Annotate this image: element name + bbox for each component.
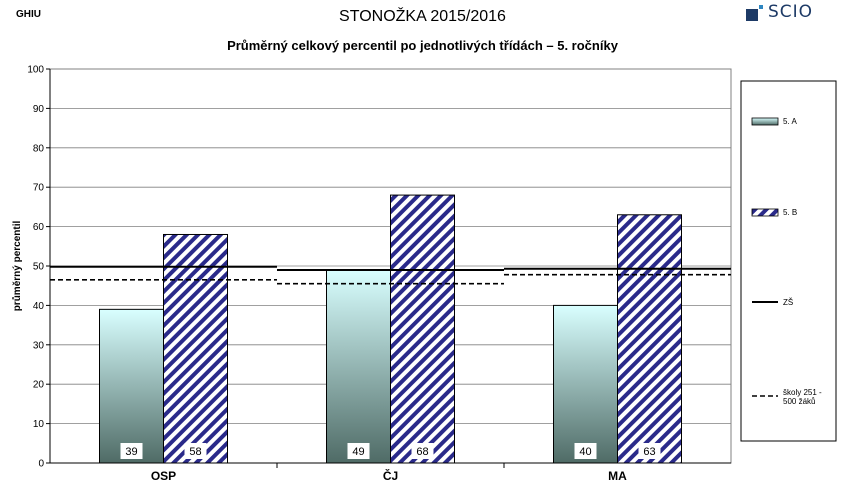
legend-label: 5. A	[783, 117, 797, 126]
legend-box	[740, 80, 837, 442]
y-tick-label: 60	[33, 222, 45, 233]
corner-code: GHIU	[16, 9, 41, 20]
bar-series-b	[163, 233, 228, 464]
y-tick-label: 0	[38, 459, 44, 470]
y-tick-label: 80	[33, 143, 45, 154]
data-label: 58	[189, 446, 201, 458]
data-label: 40	[579, 446, 591, 458]
data-label-box	[411, 443, 434, 459]
data-label-box	[120, 443, 143, 459]
category-label: MA	[608, 469, 627, 483]
y-axis-label: průměrný percentil	[11, 220, 23, 311]
y-tick-label: 30	[33, 340, 45, 351]
legend-swatch	[751, 117, 779, 126]
data-label: 49	[352, 446, 364, 458]
legend-swatch	[751, 208, 779, 217]
data-label-box	[574, 443, 597, 459]
y-tick-label: 20	[33, 380, 45, 391]
y-tick-label: 40	[33, 301, 45, 312]
y-tick-label: 90	[33, 104, 45, 115]
category-label: ČJ	[383, 468, 398, 483]
legend-label: 5. B	[783, 208, 797, 217]
y-tick-label: 70	[33, 183, 45, 194]
legend-label: ZŠ	[783, 298, 793, 307]
data-label-box	[184, 443, 207, 459]
bar-series-a	[99, 308, 164, 464]
y-tick-label: 10	[33, 419, 45, 430]
bar-series-b	[390, 194, 455, 464]
data-label-box	[638, 443, 661, 459]
scio-logo-text: SCIO	[768, 2, 814, 22]
data-label: 63	[643, 446, 655, 458]
bar-series-b	[617, 214, 682, 464]
chart-title: Průměrný celkový percentil po jednotlivý…	[227, 38, 618, 53]
bar-series-a	[553, 304, 618, 464]
data-label: 68	[416, 446, 428, 458]
scio-logo-icon	[746, 5, 763, 21]
category-label: OSP	[151, 469, 176, 483]
data-label-box	[347, 443, 370, 459]
data-label: 39	[125, 446, 137, 458]
legend-label: školy 251 -500 žáků	[783, 388, 822, 406]
bar-series-a	[326, 269, 391, 464]
page-title: STONOŽKA 2015/2016	[339, 8, 506, 25]
y-tick-label: 50	[33, 262, 45, 273]
scio-logo: SCIO	[744, 2, 836, 23]
y-tick-label: 100	[27, 65, 44, 76]
